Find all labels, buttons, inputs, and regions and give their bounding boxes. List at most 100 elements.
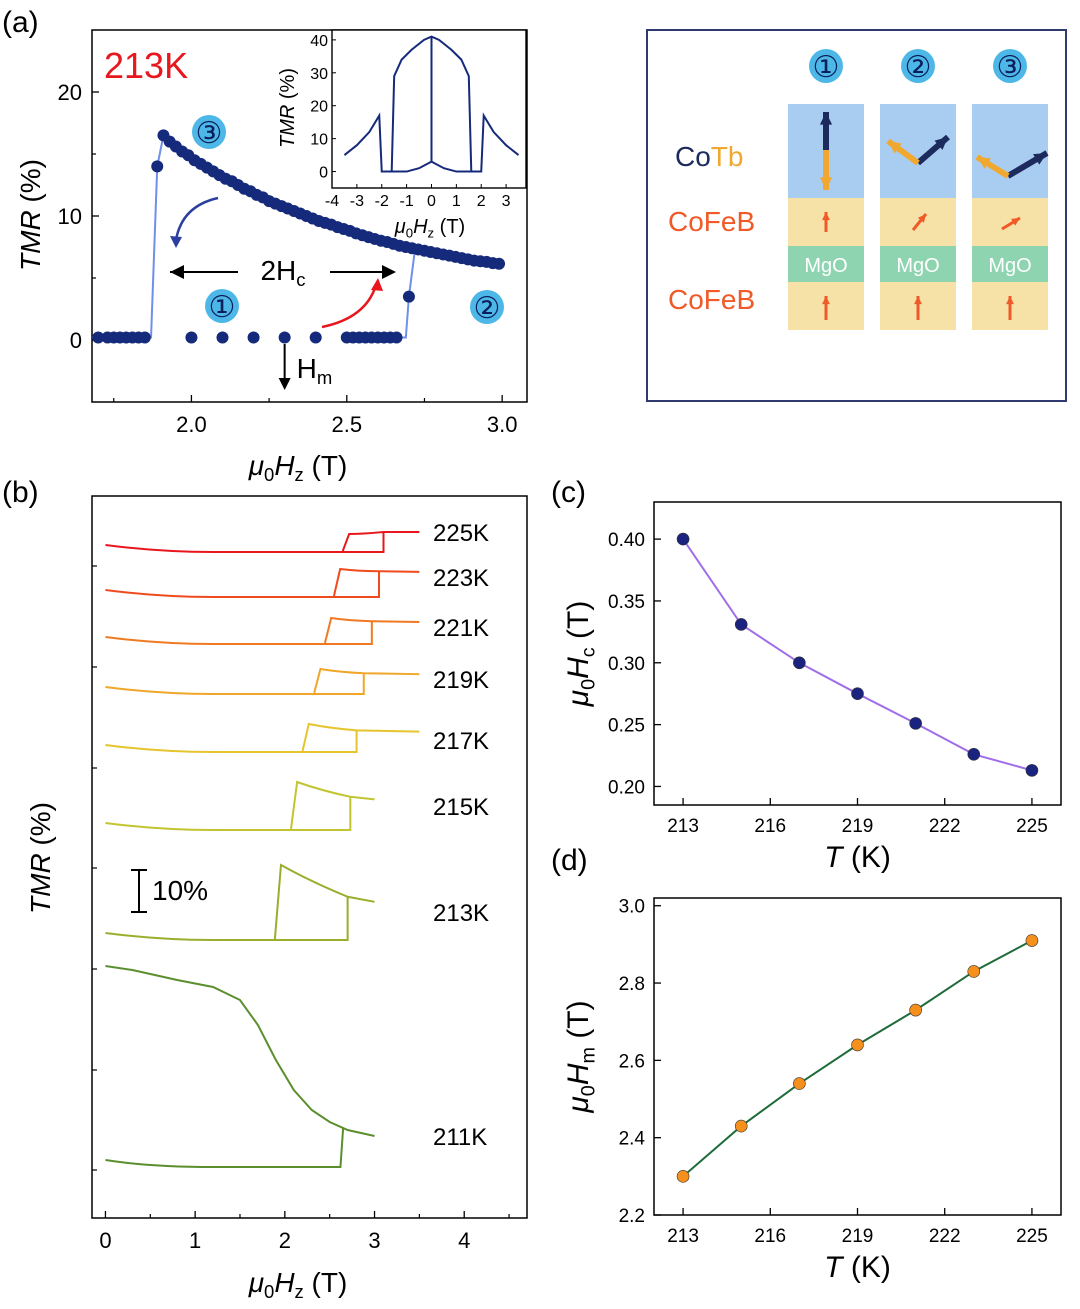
tb-label: Tb xyxy=(711,141,744,172)
label-part: T xyxy=(824,841,845,874)
scale-bar-label: 10% xyxy=(152,875,208,906)
state-badge-icon xyxy=(205,289,239,323)
label-part: z xyxy=(428,225,435,240)
series-line xyxy=(105,621,373,645)
y-tick-label: 2.2 xyxy=(619,1206,645,1227)
series-line xyxy=(105,796,352,831)
y-tick-label: 0.25 xyxy=(608,716,645,737)
x-tick-label: 216 xyxy=(754,816,786,837)
data-point xyxy=(851,1038,864,1052)
state-badge-label: ③ xyxy=(997,51,1024,84)
data-point xyxy=(734,618,748,631)
series-line xyxy=(273,863,375,940)
plot-frame xyxy=(653,897,1062,1216)
inset-x-tick-label: -3 xyxy=(350,193,364,210)
x-tick-label: 225 xyxy=(1016,1226,1048,1247)
state-badge-label: ② xyxy=(474,292,501,325)
label-part: m xyxy=(317,367,332,388)
inset-dome xyxy=(390,35,473,172)
label-part: H xyxy=(413,216,428,238)
x-tick-label: 2 xyxy=(279,1228,291,1253)
label-part: (T) xyxy=(304,450,348,481)
arrow-head-icon xyxy=(278,378,291,390)
state-badge-label: ① xyxy=(813,51,840,84)
x-axis-label: μ0Hz (T) xyxy=(248,450,348,485)
panel-a-schematic: ① MgO ② MgO ③ MgO CoTb CoFeB CoFeB xyxy=(646,29,1067,402)
state-badge-icon xyxy=(192,115,226,149)
arrow-head-icon xyxy=(1011,218,1020,226)
inset-x-tick-label: -2 xyxy=(375,193,389,210)
data-point xyxy=(138,331,151,344)
x-tick-label: 222 xyxy=(929,1226,961,1247)
inset-x-tick-label: 2 xyxy=(477,193,486,210)
label-part: (%) xyxy=(25,802,56,853)
inset-x-tick-label: 0 xyxy=(427,193,436,210)
mgo-layer xyxy=(972,246,1048,282)
x-tick-label: 219 xyxy=(842,816,874,837)
arrow-head-icon xyxy=(822,296,830,305)
panel-label-c: (c) xyxy=(551,476,586,509)
series-line xyxy=(105,571,381,598)
label-part: c xyxy=(578,647,600,657)
data-point xyxy=(390,331,403,344)
data-point xyxy=(909,1003,922,1017)
series-label: 217K xyxy=(433,728,489,755)
state-badge-icon xyxy=(809,49,843,83)
label-part: z xyxy=(295,1281,304,1302)
arrow-head-icon xyxy=(1006,296,1014,305)
series-line xyxy=(342,531,420,552)
x-tick-label: 0 xyxy=(99,1228,111,1253)
label-part: μ xyxy=(248,1267,264,1298)
x-tick-label: 2.0 xyxy=(176,412,207,437)
y-axis-label: μ0Hc (T) xyxy=(562,601,600,708)
y-tick-label: 2.6 xyxy=(619,1051,645,1072)
label-part: TMR xyxy=(277,105,299,148)
series-line xyxy=(290,780,375,830)
hm-label: Hm xyxy=(297,353,333,388)
series-line xyxy=(105,896,349,941)
series-label: 211K xyxy=(433,1124,487,1151)
mgo-label: MgO xyxy=(896,255,939,277)
label-part: H xyxy=(274,1267,295,1298)
data-point xyxy=(247,331,260,344)
series-label: 213K xyxy=(433,900,489,927)
arrow-head-icon xyxy=(170,236,182,248)
data-point xyxy=(967,965,981,978)
arrow-head-icon xyxy=(371,278,383,291)
data-point xyxy=(151,160,164,173)
arrow-head-icon xyxy=(1033,153,1047,165)
panel-label-b: (b) xyxy=(2,476,39,509)
series-label: 225K xyxy=(433,520,489,547)
data-point xyxy=(402,290,415,303)
y-tick-label: 3.0 xyxy=(619,897,645,918)
series-label: 221K xyxy=(433,615,489,642)
panel-c: 213 216 219 222 225 0.20 0.25 0.30 0.35 0.40 T (K)… xyxy=(562,501,1062,874)
y-tick-label: 0.35 xyxy=(608,592,645,613)
inset-x-tick-label: -4 xyxy=(325,193,339,210)
arrow-head-icon xyxy=(170,265,184,279)
state-badge-label: ③ xyxy=(196,117,223,150)
label-part: H xyxy=(274,450,295,481)
inset-y-axis-label: TMR (%) xyxy=(277,68,299,148)
series-line xyxy=(105,532,385,553)
y-tick-label: 0.40 xyxy=(608,530,645,551)
label-part: μ xyxy=(562,1096,595,1113)
state-badge-icon xyxy=(993,49,1027,83)
inset-x-tick-label: 3 xyxy=(502,193,511,210)
data-point xyxy=(793,1077,806,1090)
label-part: (%) xyxy=(15,159,46,210)
y-axis-label: μ0Hm (T) xyxy=(562,1000,600,1113)
mgo-label: MgO xyxy=(988,255,1031,277)
x-tick-label: 3.0 xyxy=(487,412,518,437)
series-line xyxy=(105,965,375,1137)
label-part: TMR xyxy=(15,210,46,271)
transition-arrow-up xyxy=(321,284,378,329)
x-axis-label: μ0Hz (T) xyxy=(248,1267,348,1302)
series-line xyxy=(105,730,358,753)
inset-y-tick-label: 20 xyxy=(310,99,328,116)
arrow-head-icon xyxy=(382,265,396,279)
label-part: (T) xyxy=(562,601,595,648)
series-label: 219K xyxy=(433,667,489,694)
